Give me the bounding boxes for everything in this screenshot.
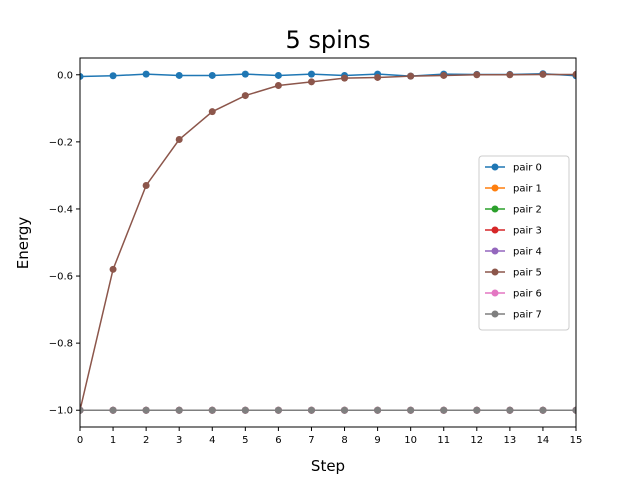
legend-marker (491, 289, 499, 297)
legend-label: pair 2 (513, 205, 542, 216)
data-point (307, 406, 315, 414)
data-point (506, 71, 514, 79)
chart-title: 5 spins (285, 26, 370, 54)
legend-box (478, 155, 570, 331)
legend-label: pair 5 (513, 268, 542, 279)
x-tick-label: 15 (570, 435, 583, 446)
y-axis-label: Energy (14, 217, 32, 270)
data-point (539, 70, 547, 78)
data-point (109, 72, 117, 80)
data-point (473, 406, 481, 414)
y-tick-label: −0.4 (49, 204, 73, 215)
data-point (241, 92, 249, 100)
data-point (175, 406, 183, 414)
legend-label: pair 0 (513, 163, 542, 174)
data-point (307, 70, 315, 78)
series-pair-7 (80, 406, 576, 414)
x-tick-label: 1 (110, 435, 116, 446)
data-point (175, 71, 183, 79)
data-point (473, 71, 481, 79)
x-tick-label: 14 (537, 435, 550, 446)
data-point (274, 82, 282, 90)
data-point (407, 406, 415, 414)
legend-entry: pair 5 (485, 268, 542, 279)
legend: pair 0 pair 1 pair 2 pair 3 pair 4 pair 5 pair… (478, 155, 570, 331)
legend-label: pair 3 (513, 226, 542, 237)
data-point (539, 406, 547, 414)
data-point (307, 78, 315, 86)
x-axis-ticks: 0 1 2 3 4 5 6 7 8 9 10 11 12 13 14 15 (77, 427, 583, 446)
legend-entry: pair 2 (485, 205, 542, 216)
legend-marker (491, 184, 499, 192)
x-tick-label: 7 (308, 435, 314, 446)
legend-marker (491, 163, 499, 171)
x-tick-label: 0 (77, 435, 83, 446)
x-tick-label: 12 (470, 435, 483, 446)
legend-entry: pair 4 (485, 247, 542, 258)
series-line (80, 73, 576, 411)
legend-marker (491, 226, 499, 234)
legend-entry: pair 1 (485, 184, 542, 195)
x-tick-label: 11 (437, 435, 450, 446)
legend-marker (491, 247, 499, 255)
data-point (142, 181, 150, 189)
y-tick-label: −0.2 (49, 137, 73, 148)
data-point (506, 406, 514, 414)
data-point (440, 406, 448, 414)
data-point (374, 73, 382, 81)
x-tick-label: 5 (242, 435, 248, 446)
legend-marker (491, 205, 499, 213)
x-tick-label: 6 (275, 435, 281, 446)
legend-label: pair 7 (513, 310, 542, 321)
y-tick-label: 0.0 (57, 70, 73, 81)
y-axis-ticks: 0.0 −0.2 −0.4 −0.6 −0.8 −1.0 (49, 70, 80, 417)
data-point (208, 71, 216, 79)
y-tick-label: −0.6 (49, 272, 73, 283)
data-point (274, 406, 282, 414)
legend-entry: pair 6 (485, 289, 542, 300)
x-tick-label: 8 (341, 435, 347, 446)
x-tick-label: 3 (176, 435, 182, 446)
data-point (374, 406, 382, 414)
data-point (109, 406, 117, 414)
data-point (142, 406, 150, 414)
data-point (80, 406, 84, 414)
data-point (572, 406, 576, 414)
legend-label: pair 1 (513, 184, 542, 195)
y-tick-label: −0.8 (49, 339, 73, 350)
data-point (341, 406, 349, 414)
x-tick-label: 10 (404, 435, 417, 446)
data-point (208, 108, 216, 116)
legend-marker (491, 268, 499, 276)
data-point (142, 70, 150, 78)
legend-label: pair 4 (513, 247, 542, 258)
data-point (80, 72, 84, 80)
data-point (440, 71, 448, 79)
data-point (208, 406, 216, 414)
x-tick-label: 13 (503, 435, 516, 446)
data-point (109, 265, 117, 273)
legend-entry: pair 0 (485, 163, 542, 174)
legend-entry: pair 3 (485, 226, 542, 237)
data-point (274, 71, 282, 79)
data-point (341, 74, 349, 82)
data-point (407, 72, 415, 80)
x-tick-label: 4 (209, 435, 215, 446)
y-tick-label: −1.0 (49, 406, 73, 417)
data-point (175, 136, 183, 144)
legend-label: pair 6 (513, 289, 542, 300)
legend-entry: pair 7 (485, 310, 542, 321)
x-axis-label: Step (311, 457, 345, 475)
x-tick-label: 2 (143, 435, 149, 446)
data-point (241, 406, 249, 414)
plot-frame (79, 57, 577, 428)
legend-marker (491, 310, 499, 318)
x-tick-label: 9 (374, 435, 380, 446)
data-point (572, 70, 576, 78)
data-point (241, 70, 249, 78)
